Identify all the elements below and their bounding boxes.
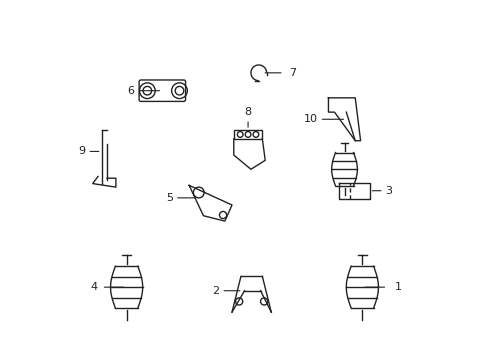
Bar <box>233 130 262 139</box>
Text: 3: 3 <box>385 186 392 196</box>
Text: 4: 4 <box>91 282 98 292</box>
Text: 2: 2 <box>212 286 219 296</box>
Text: 8: 8 <box>244 108 251 117</box>
Text: 7: 7 <box>288 68 296 78</box>
Text: 6: 6 <box>126 86 134 96</box>
Text: 1: 1 <box>394 282 401 292</box>
Text: 9: 9 <box>78 147 85 157</box>
Text: 10: 10 <box>303 114 317 124</box>
Text: 5: 5 <box>166 193 173 203</box>
